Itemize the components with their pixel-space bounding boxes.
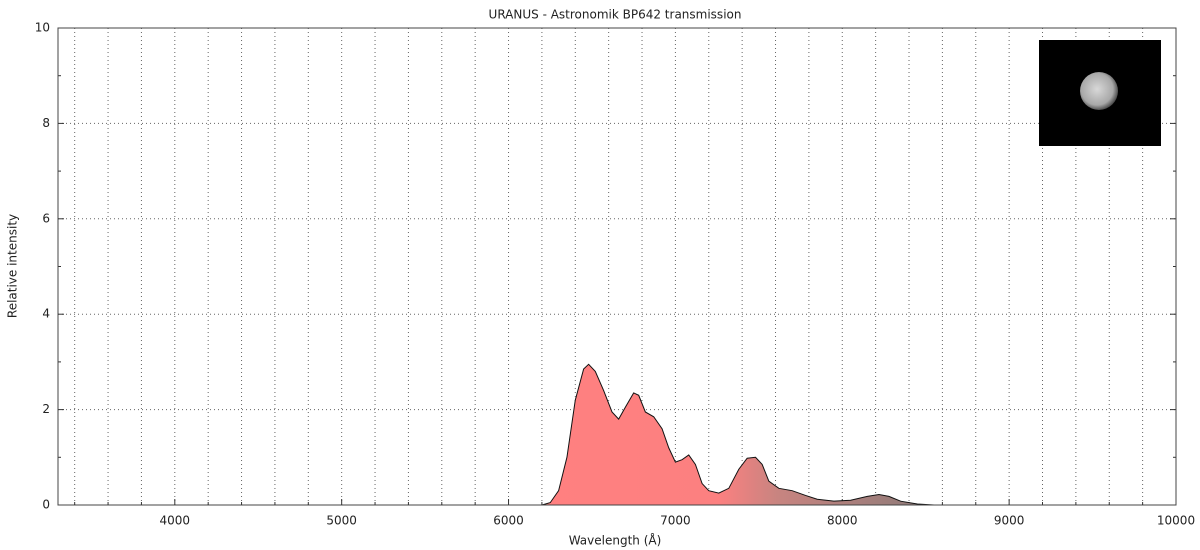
plot-area: 4000 5000 6000 7000 8000 9000 10000 0 2 4 6 8 10 [35, 21, 1195, 528]
y-tick-label: 8 [42, 116, 50, 130]
chart-title: URANUS - Astronomik BP642 transmission [489, 8, 742, 22]
x-tick-label: 9000 [994, 514, 1025, 528]
x-tick-label: 4000 [160, 514, 191, 528]
y-tick-label: 10 [35, 21, 50, 35]
plot-frame [57, 27, 1177, 506]
y-tick-label: 6 [42, 211, 50, 225]
y-tick-label: 2 [42, 402, 50, 416]
x-tick-label: 8000 [827, 514, 858, 528]
y-axis-label: Relative intensity [6, 214, 20, 318]
area-line [541, 363, 935, 506]
uranus-disc [1080, 72, 1118, 110]
x-tick-label: 5000 [326, 514, 357, 528]
x-axis-label: Wavelength (Å) [569, 533, 662, 548]
y-tick-label: 0 [42, 498, 50, 512]
area-fill [541, 364, 935, 505]
x-tick-label: 7000 [660, 514, 691, 528]
x-tick-label: 10000 [1157, 514, 1195, 528]
y-tick-label: 4 [42, 307, 50, 321]
x-tick-label: 6000 [493, 514, 524, 528]
